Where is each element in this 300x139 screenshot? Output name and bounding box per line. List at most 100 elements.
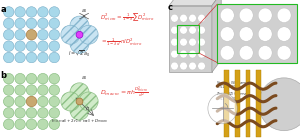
Circle shape (38, 108, 48, 118)
Circle shape (4, 96, 14, 107)
Circle shape (239, 46, 253, 60)
Circle shape (171, 50, 178, 58)
Circle shape (198, 50, 205, 58)
Circle shape (70, 16, 89, 35)
Text: 0.51 × 0.55nm: 0.51 × 0.55nm (217, 97, 242, 101)
Text: $h=na_0+2r_\Sigma=na_0+D_{macro}$: $h=na_0+2r_\Sigma=na_0+D_{macro}$ (51, 118, 108, 125)
Circle shape (26, 85, 37, 95)
Circle shape (189, 50, 196, 58)
Circle shape (26, 41, 37, 51)
Circle shape (26, 119, 37, 130)
Circle shape (239, 27, 253, 41)
Text: $a_0$: $a_0$ (80, 7, 88, 15)
Bar (217, 4, 297, 63)
Circle shape (171, 14, 178, 22)
Circle shape (38, 85, 48, 95)
Circle shape (26, 108, 37, 118)
Circle shape (49, 41, 59, 51)
Circle shape (180, 62, 187, 70)
Circle shape (15, 73, 25, 84)
Bar (224, 70, 229, 137)
Circle shape (277, 8, 291, 23)
Circle shape (277, 27, 291, 41)
Circle shape (198, 26, 205, 34)
Circle shape (4, 108, 14, 118)
Circle shape (49, 119, 59, 130)
Circle shape (258, 27, 272, 41)
Circle shape (49, 29, 59, 40)
Circle shape (15, 85, 25, 95)
Circle shape (180, 50, 187, 58)
Circle shape (61, 92, 80, 111)
Circle shape (198, 38, 205, 46)
Circle shape (198, 14, 205, 22)
Circle shape (26, 52, 37, 63)
Circle shape (49, 7, 59, 17)
Text: $=\frac{1}{1-\lambda d}\,nlD_{micro}^2$: $=\frac{1}{1-\lambda d}\,nlD_{micro}^2$ (100, 37, 142, 48)
Circle shape (38, 29, 48, 40)
Circle shape (15, 7, 25, 17)
Polygon shape (212, 0, 221, 72)
Text: Straight (S) Channel: Straight (S) Channel (217, 81, 250, 85)
Circle shape (15, 119, 25, 130)
Circle shape (220, 8, 234, 23)
Circle shape (180, 26, 187, 34)
Circle shape (189, 26, 196, 34)
Circle shape (38, 18, 48, 29)
Circle shape (258, 46, 272, 60)
Circle shape (4, 7, 14, 17)
Circle shape (70, 101, 89, 120)
Circle shape (79, 25, 98, 44)
Circle shape (49, 96, 59, 107)
Circle shape (198, 62, 205, 70)
Circle shape (26, 29, 37, 40)
Circle shape (38, 52, 48, 63)
Text: $l=\sqrt{2}\,a_0$: $l=\sqrt{2}\,a_0$ (68, 50, 91, 59)
Circle shape (189, 62, 196, 70)
Circle shape (38, 96, 48, 107)
Circle shape (76, 31, 83, 38)
Text: $D_{micro}^2=\frac{1}{1-\lambda}\sum D_{micro}^2$: $D_{micro}^2=\frac{1}{1-\lambda}\sum D_{… (100, 11, 155, 23)
Bar (246, 70, 250, 137)
Circle shape (15, 108, 25, 118)
Circle shape (49, 52, 59, 63)
Bar (169, 6, 212, 72)
Circle shape (4, 18, 14, 29)
Text: b: b (0, 71, 6, 80)
Circle shape (171, 62, 178, 70)
Circle shape (49, 85, 59, 95)
Circle shape (189, 14, 196, 22)
Circle shape (26, 96, 37, 107)
Circle shape (38, 7, 48, 17)
Circle shape (4, 41, 14, 51)
Text: $h$: $h$ (85, 104, 90, 112)
Circle shape (239, 8, 253, 23)
Text: $a_0$: $a_0$ (80, 74, 88, 82)
Circle shape (26, 7, 37, 17)
Circle shape (4, 119, 14, 130)
Circle shape (15, 18, 25, 29)
Text: $D_{macro}=\pi h\frac{D_{micro}^2}{d^2}$: $D_{macro}=\pi h\frac{D_{micro}^2}{d^2}$ (100, 84, 148, 100)
Circle shape (26, 73, 37, 84)
Text: c: c (168, 3, 173, 12)
Circle shape (15, 41, 25, 51)
Circle shape (208, 93, 237, 124)
Circle shape (61, 25, 80, 44)
Circle shape (38, 119, 48, 130)
Text: 0.51 × 0.55nm: 0.51 × 0.55nm (217, 85, 242, 90)
Circle shape (15, 29, 25, 40)
Circle shape (38, 73, 48, 84)
Circle shape (4, 29, 14, 40)
Bar (256, 70, 261, 137)
Circle shape (171, 26, 178, 34)
Circle shape (76, 98, 83, 105)
Circle shape (79, 92, 98, 111)
Circle shape (70, 34, 89, 53)
Circle shape (4, 52, 14, 63)
Circle shape (259, 78, 300, 131)
Circle shape (15, 96, 25, 107)
Circle shape (49, 108, 59, 118)
Bar (177, 25, 199, 53)
Circle shape (4, 73, 14, 84)
Circle shape (38, 41, 48, 51)
